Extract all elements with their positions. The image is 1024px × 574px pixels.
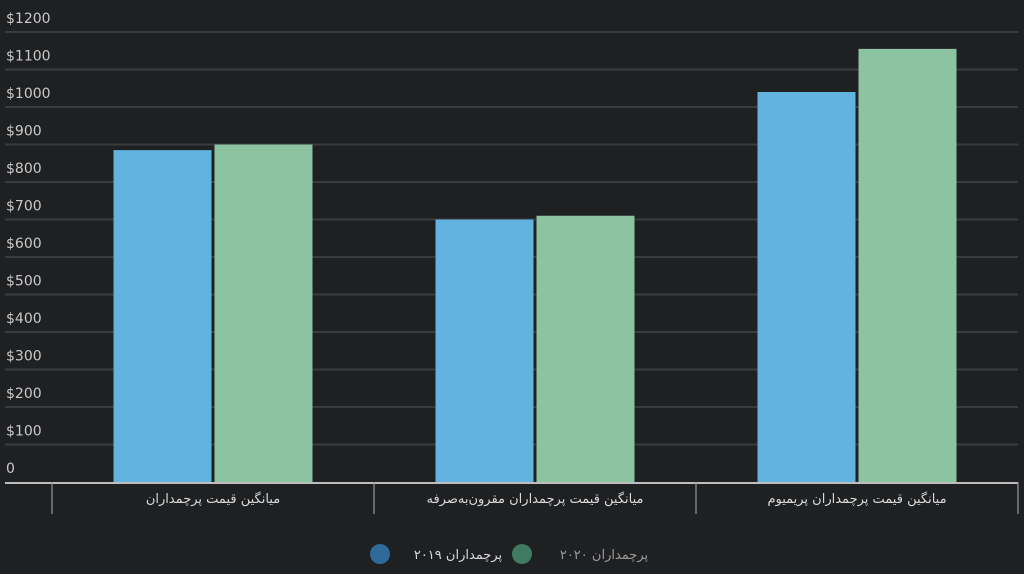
y-tick-label: $500 <box>6 274 42 290</box>
legend-label-2: پرچمداران ۲۰۲۰ <box>560 548 649 563</box>
x-tick-label: میانگین قیمت پرچمداران مقرون‌به‌صرفه <box>426 491 643 507</box>
y-tick-label: $1200 <box>6 11 51 27</box>
y-tick-label: $900 <box>6 124 42 140</box>
y-tick-label: $300 <box>6 349 42 365</box>
legend-swatch-1 <box>370 544 390 564</box>
y-tick-label: $100 <box>6 424 42 440</box>
legend-label-1: پرچمداران ۲۰۱۹ <box>414 548 503 563</box>
y-tick-label: $1100 <box>6 49 51 65</box>
y-tick-label: 0 <box>6 461 15 477</box>
y-tick-label: $800 <box>6 161 42 177</box>
x-tick-label: میانگین قیمت پرچمداران <box>146 491 280 507</box>
bar-2-1 <box>214 144 313 482</box>
y-tick-label: $400 <box>6 311 42 327</box>
bar-2-2 <box>536 215 635 482</box>
bar-2-3 <box>858 48 957 482</box>
y-tick-label: $1000 <box>6 86 51 102</box>
y-tick-label: $200 <box>6 386 42 402</box>
legend-swatch-2 <box>512 544 532 564</box>
x-tick-label: میانگین قیمت پرچمداران پریمیوم <box>767 491 946 507</box>
y-tick-label: $700 <box>6 199 42 215</box>
bar-1-1 <box>113 150 212 482</box>
bar-1-3 <box>757 92 856 482</box>
bar-1-2 <box>435 219 534 482</box>
y-tick-label: $600 <box>6 236 42 252</box>
